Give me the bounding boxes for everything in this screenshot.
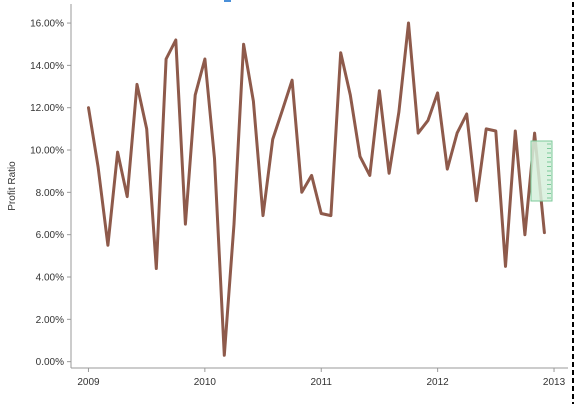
y-axis-ticks — [67, 22, 71, 363]
y-axis-title: Profit Ratio — [7, 161, 18, 211]
x-axis-tick-labels: 2009 2010 2011 2012 2013 — [77, 377, 565, 388]
top-selection-marker — [224, 0, 231, 2]
range-handle-box[interactable] — [530, 140, 553, 202]
profit-ratio-series-line — [87, 21, 546, 357]
y-tick-label: 12.00% — [30, 103, 64, 114]
y-tick-label: 6.00% — [36, 230, 64, 241]
y-axis-tick-labels: 0.00% 2.00% 4.00% 6.00% 8.00% 10.00% 12.00% 14.… — [30, 19, 64, 369]
x-tick-label: 2009 — [77, 377, 100, 388]
x-tick-label: 2013 — [543, 377, 566, 388]
series-group — [87, 21, 546, 357]
x-tick-label: 2011 — [310, 377, 332, 388]
x-tick-label: 2012 — [427, 377, 450, 388]
y-tick-label: 10.00% — [30, 146, 64, 157]
y-tick-label: 8.00% — [36, 188, 64, 199]
y-tick-label: 0.00% — [36, 357, 64, 368]
x-axis-ticks — [87, 368, 555, 372]
x-tick-label: 2010 — [194, 377, 217, 388]
range-handle-ticks — [547, 143, 551, 199]
y-tick-label: 16.00% — [30, 19, 64, 30]
y-tick-label: 4.00% — [36, 273, 64, 284]
y-tick-label: 14.00% — [30, 61, 64, 72]
y-tick-label: 2.00% — [36, 315, 64, 326]
range-selection-handle[interactable] — [530, 140, 553, 202]
